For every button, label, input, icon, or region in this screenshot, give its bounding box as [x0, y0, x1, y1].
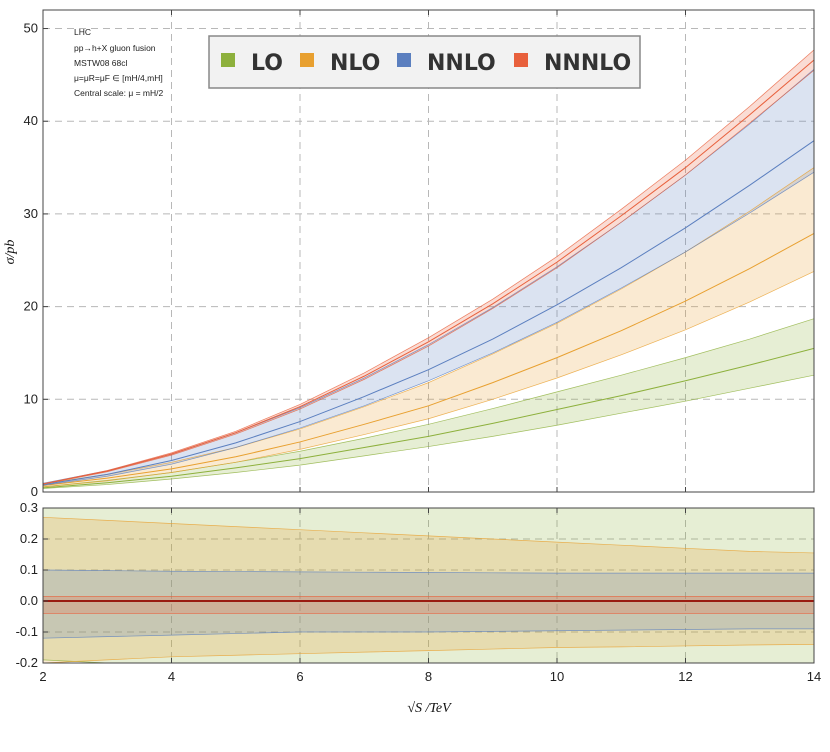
annotation-block: LHC pp→h+X gluon fusion MSTW08 68cl μ=μR… — [74, 27, 163, 98]
annotation-line-3: MSTW08 68cl — [74, 58, 127, 68]
ratio-band-nnnlo — [43, 596, 814, 614]
ratio-x-tick-label-6: 6 — [296, 669, 303, 684]
ratio-y-tick-label-0: 0.0 — [20, 593, 38, 608]
ratio-x-tick-label-2: 2 — [39, 669, 46, 684]
annotation-line-4: μ=μR=μF ∈ [mH/4,mH] — [74, 73, 163, 83]
main-central-line-nnnlo — [42, 59, 815, 485]
main-central-line-nlo — [42, 232, 815, 487]
ratio-ticks: -0.2 -0.1 0.0 0.1 0.2 0.3 2 4 6 8 10 12 14 — [16, 500, 822, 684]
main-y-tick-label-0: 0 — [31, 484, 38, 499]
main-central-line-nnlo — [42, 140, 815, 486]
main-band-upper-nnnlo — [42, 49, 815, 485]
main-band-lower-nnnlo — [42, 69, 815, 485]
main-central-line-lo — [42, 347, 815, 489]
ratio-band-upper-nlo — [42, 516, 815, 554]
ratio-y-tick-label-0p2: 0.2 — [20, 531, 38, 546]
ratio-bands — [43, 508, 814, 663]
ratio-x-tick-label-10: 10 — [550, 669, 564, 684]
ratio-band-lower-nnlo — [42, 628, 814, 639]
legend-swatch-nlo — [300, 53, 314, 67]
legend-swatch-nnnlo — [514, 53, 528, 67]
main-band-lower-nlo — [42, 271, 815, 488]
main-band-nlo — [43, 167, 814, 487]
ratio-y-tick-label-0p1: 0.1 — [20, 562, 38, 577]
legend-box — [208, 35, 641, 89]
annotation-line-1: LHC — [74, 27, 91, 37]
ratio-band-nnlo — [43, 570, 814, 639]
main-y-tick-label-20: 20 — [24, 299, 38, 314]
ratio-band-nlo — [43, 517, 814, 663]
legend-swatch-nnlo — [397, 53, 411, 67]
main-y-tick-label-30: 30 — [24, 206, 38, 221]
main-y-tick-label-10: 10 — [24, 391, 38, 406]
ratio-x-tick-label-12: 12 — [678, 669, 692, 684]
main-band-lower-lo — [42, 374, 815, 489]
legend-label-lo: LO — [251, 51, 283, 76]
legend-swatch-lo — [221, 53, 235, 67]
main-band-lower-nnlo — [42, 171, 815, 486]
ratio-band-upper-nnlo — [42, 569, 814, 574]
main-grid — [43, 10, 814, 492]
main-band-lo — [43, 318, 814, 489]
legend: LO NLO NNLO NNNLO — [208, 35, 641, 89]
main-ticks: 0 10 20 30 40 50 — [24, 10, 815, 499]
main-y-tick-label-40: 40 — [24, 113, 38, 128]
legend-label-nnnlo: NNNLO — [544, 51, 631, 76]
ratio-x-tick-label-14: 14 — [807, 669, 821, 684]
ratio-x-tick-label-4: 4 — [168, 669, 175, 684]
ratio-y-tick-label-m0p1: -0.1 — [16, 624, 38, 639]
ratio-y-tick-label-m0p2: -0.2 — [16, 655, 38, 670]
main-lines — [42, 49, 815, 489]
legend-label-nlo: NLO — [330, 51, 380, 76]
ratio-band-lower-nlo — [42, 644, 815, 664]
ratio-band-lo — [43, 508, 814, 663]
main-y-tick-label-50: 50 — [24, 21, 38, 36]
ratio-x-tick-label-8: 8 — [425, 669, 432, 684]
annotation-line-5: Central scale: μ = mH/2 — [74, 88, 163, 98]
main-bands — [43, 49, 814, 489]
ratio-y-tick-label-0p3: 0.3 — [20, 500, 38, 515]
legend-label-nnlo: NNLO — [427, 51, 496, 76]
annotation-line-2: pp→h+X gluon fusion — [74, 43, 156, 53]
x-axis-title: √S /TeV — [407, 701, 452, 716]
y-axis-title: σ/pb — [3, 240, 18, 265]
